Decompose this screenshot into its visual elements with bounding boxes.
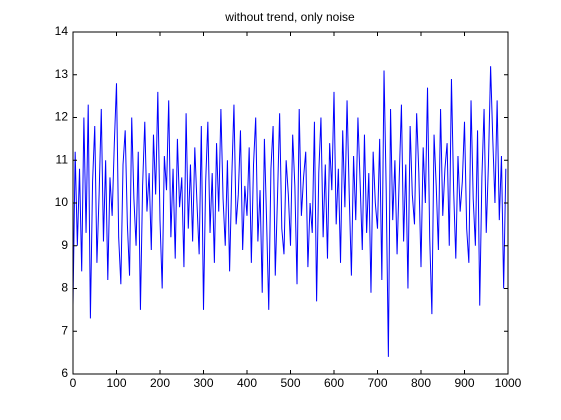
- y-tick-label: 8: [61, 281, 68, 295]
- x-tick-label: 600: [324, 376, 344, 390]
- x-tick-label: 200: [150, 376, 170, 390]
- y-tick-label: 6: [61, 366, 68, 380]
- x-tick-label: 0: [70, 376, 77, 390]
- y-tick-label: 7: [61, 323, 68, 337]
- x-tick-label: 800: [411, 376, 431, 390]
- x-tick-label: 400: [237, 376, 257, 390]
- data-line: [72, 66, 507, 357]
- y-tick-label: 11: [56, 152, 69, 166]
- x-tick-label: 500: [280, 376, 300, 390]
- x-tick-label: 1000: [495, 376, 522, 390]
- x-tick-label: 300: [193, 376, 213, 390]
- chart-title: without trend, only noise: [224, 10, 355, 24]
- y-tick-label: 10: [55, 195, 69, 209]
- y-tick-label: 9: [61, 238, 68, 252]
- y-tick-label: 14: [55, 24, 69, 38]
- x-tick-label: 100: [106, 376, 126, 390]
- plot-area: [73, 32, 508, 374]
- y-tick-label: 13: [55, 67, 69, 81]
- x-tick-label: 900: [454, 376, 474, 390]
- x-tick-label: 700: [367, 376, 387, 390]
- y-tick-label: 12: [55, 110, 69, 124]
